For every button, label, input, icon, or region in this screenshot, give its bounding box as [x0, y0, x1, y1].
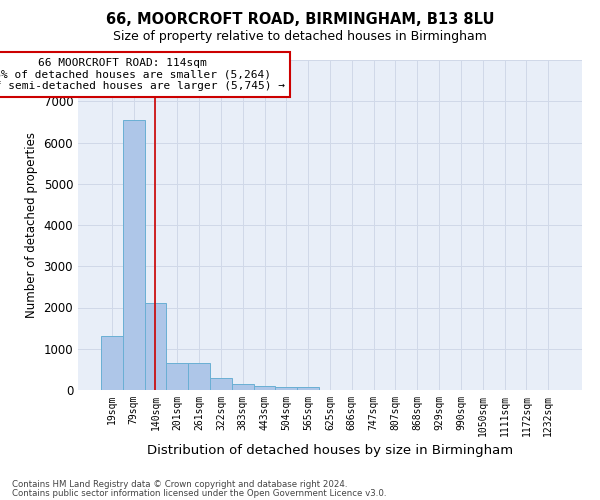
Text: Contains public sector information licensed under the Open Government Licence v3: Contains public sector information licen… — [12, 488, 386, 498]
Text: Size of property relative to detached houses in Birmingham: Size of property relative to detached ho… — [113, 30, 487, 43]
Text: Contains HM Land Registry data © Crown copyright and database right 2024.: Contains HM Land Registry data © Crown c… — [12, 480, 347, 489]
Bar — [101, 336, 123, 390]
X-axis label: Distribution of detached houses by size in Birmingham: Distribution of detached houses by size … — [147, 444, 513, 458]
Bar — [275, 386, 297, 390]
Bar — [232, 384, 254, 390]
Bar — [145, 304, 166, 390]
Text: 66, MOORCROFT ROAD, BIRMINGHAM, B13 8LU: 66, MOORCROFT ROAD, BIRMINGHAM, B13 8LU — [106, 12, 494, 28]
Bar — [254, 386, 275, 390]
Bar — [123, 120, 145, 390]
Bar — [188, 363, 210, 390]
Bar — [297, 386, 319, 390]
Bar — [166, 363, 188, 390]
Y-axis label: Number of detached properties: Number of detached properties — [25, 132, 38, 318]
Bar — [210, 378, 232, 390]
Text: 66 MOORCROFT ROAD: 114sqm
← 48% of detached houses are smaller (5,264)
52% of se: 66 MOORCROFT ROAD: 114sqm ← 48% of detac… — [0, 58, 285, 91]
